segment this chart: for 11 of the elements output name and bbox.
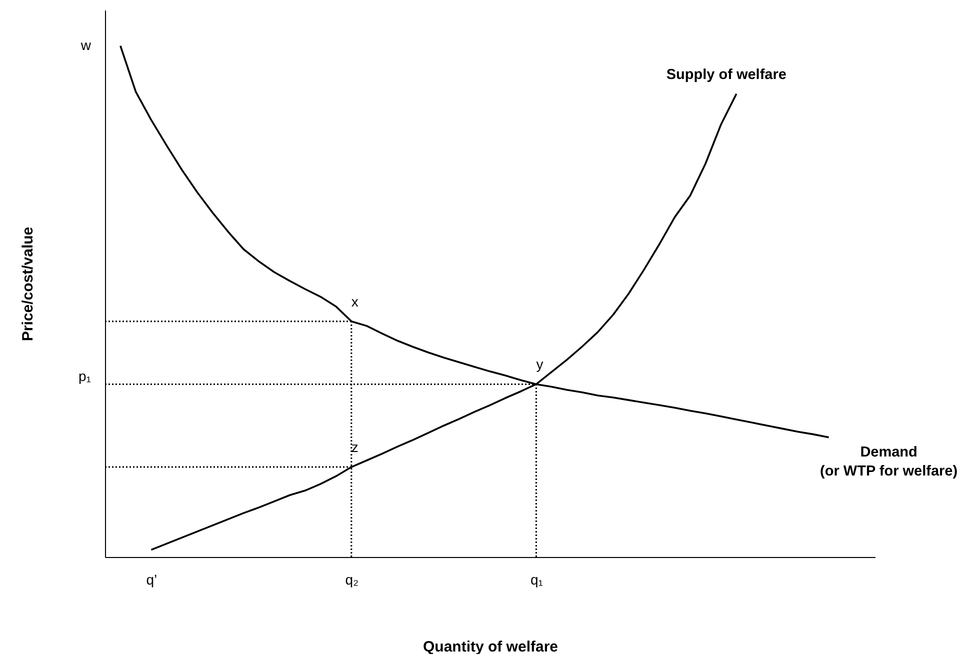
- x-tick-label: q₁: [530, 572, 544, 588]
- annotation: z: [351, 439, 358, 456]
- x-tick-label: q₂: [345, 572, 359, 588]
- text: w: [80, 37, 92, 53]
- annotation: x: [351, 293, 358, 310]
- series-label: Supply of welfare: [666, 66, 786, 83]
- series-label: Demand (or WTP for welfare): [820, 444, 958, 480]
- x-tick-label: q’: [146, 572, 158, 588]
- series-label: p₁: [78, 368, 92, 384]
- y-axis-title: Price/cost/value: [20, 226, 36, 342]
- annotation: y: [536, 356, 544, 372]
